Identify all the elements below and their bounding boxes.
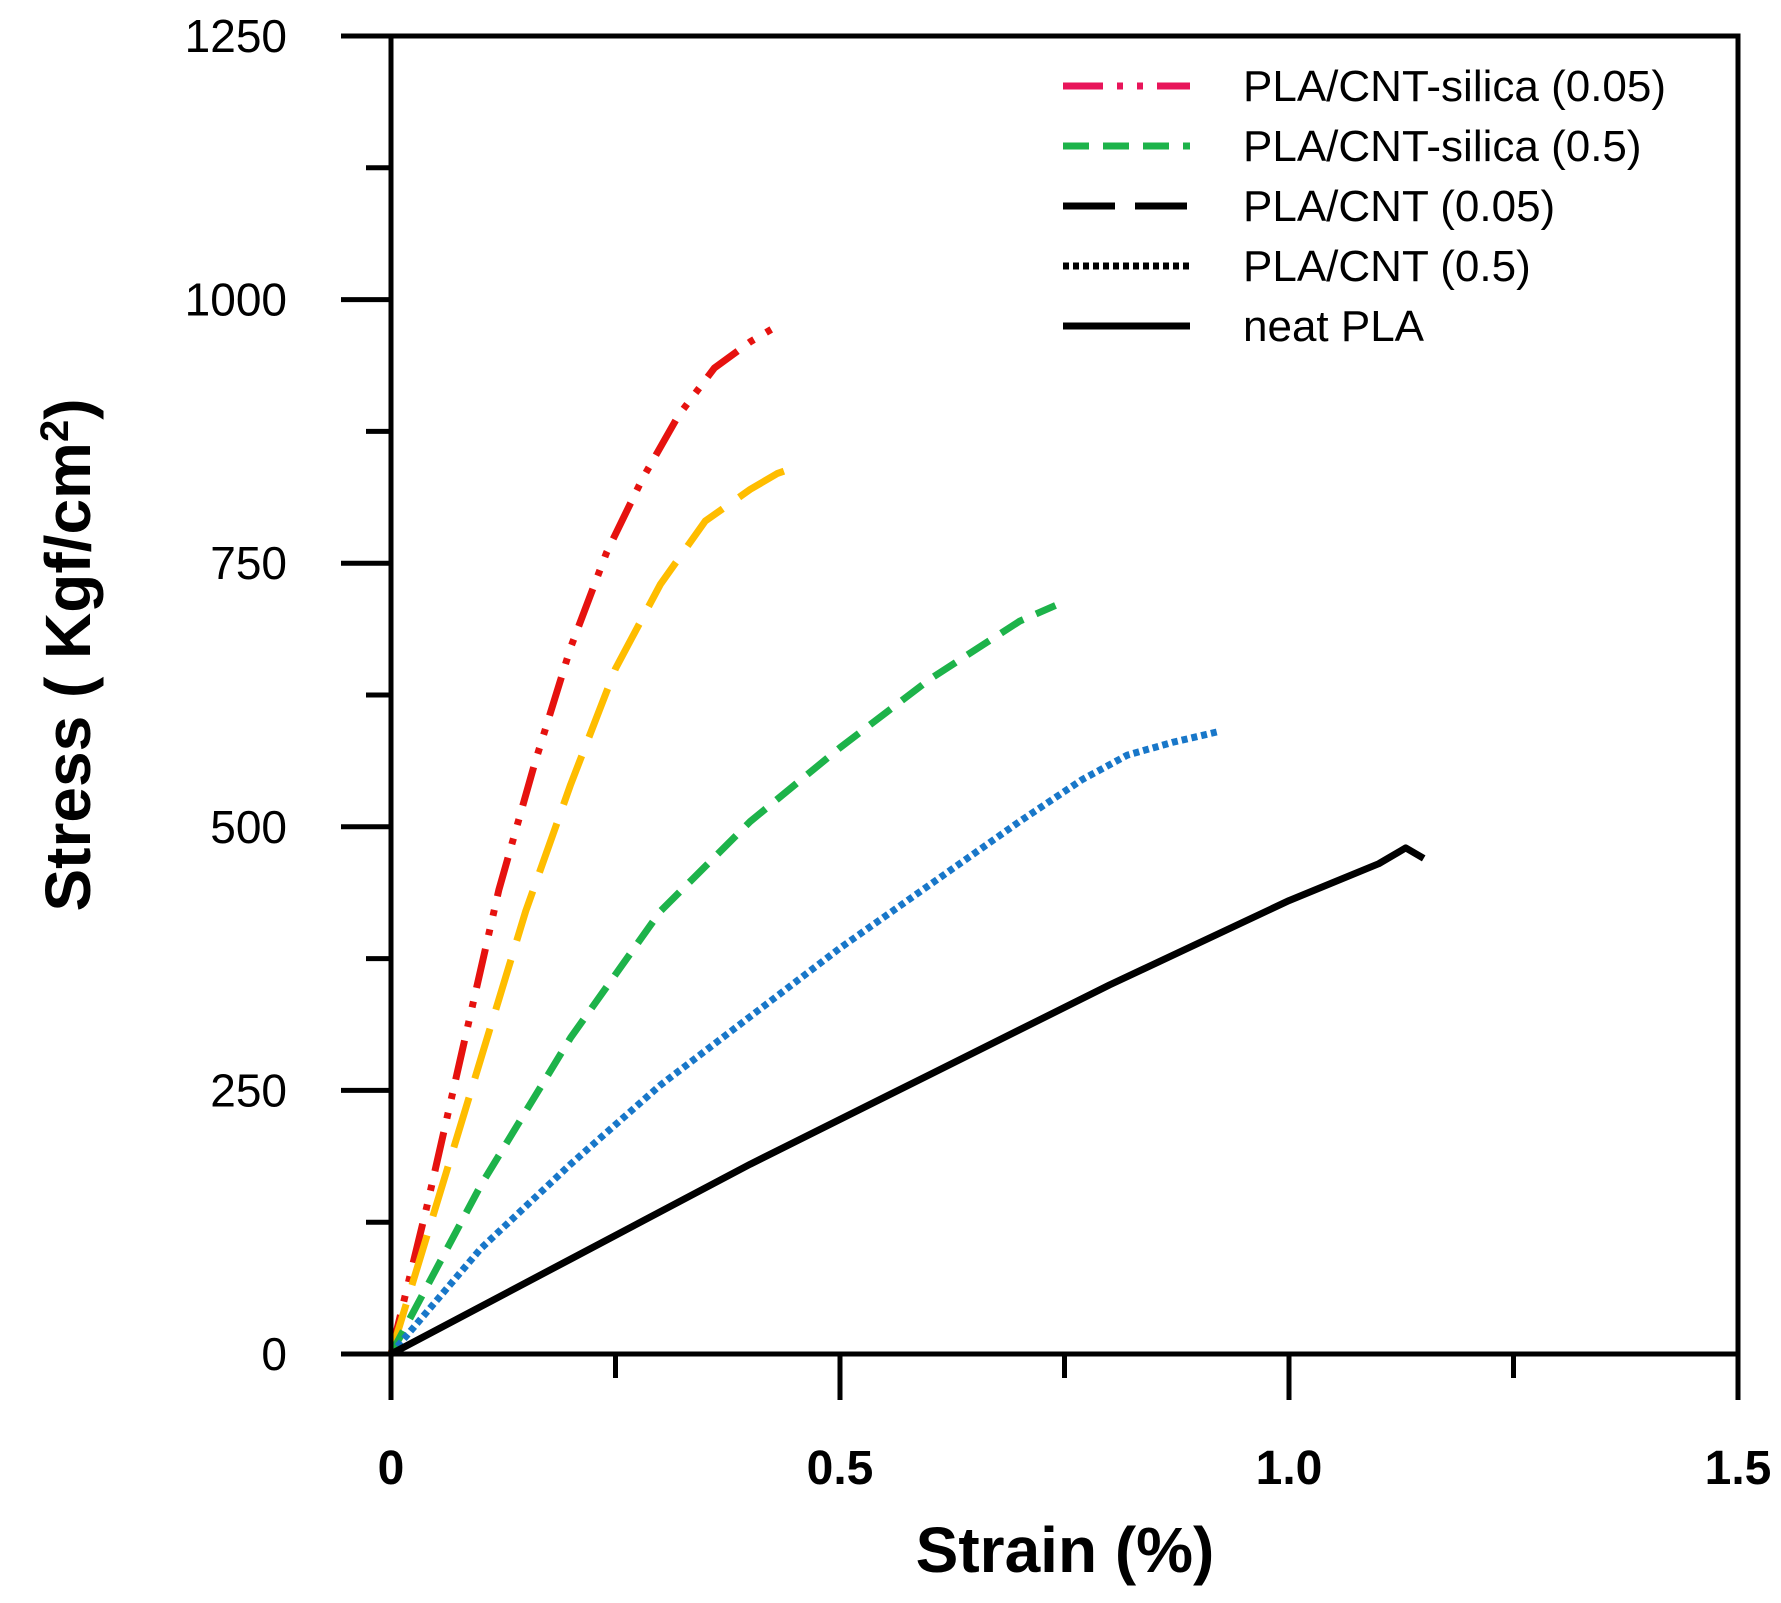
series-line-1 bbox=[387, 467, 788, 1356]
y-tick-label-250: 250 bbox=[210, 1064, 287, 1116]
legend-label-3: PLA/CNT (0.5) bbox=[1243, 242, 1531, 291]
legend-label-0: PLA/CNT-silica (0.05) bbox=[1243, 62, 1666, 111]
y-tick-label-1000: 1000 bbox=[185, 274, 287, 326]
series-line-0 bbox=[387, 322, 779, 1355]
plot-frame bbox=[388, 33, 1741, 1357]
series-layer bbox=[387, 322, 1426, 1358]
series-line-3 bbox=[388, 728, 1218, 1357]
y-axis-title-sup: 2 bbox=[33, 420, 77, 442]
legend-label-1: PLA/CNT-silica (0.5) bbox=[1243, 122, 1642, 171]
axes-layer: 0 250 500 750 1000 1250 0 0.5 1.0 1.5 bbox=[185, 10, 1772, 1495]
y-tick-label-500: 500 bbox=[210, 801, 287, 853]
y-tick-label-750: 750 bbox=[210, 537, 287, 589]
series-line-2 bbox=[387, 602, 1057, 1356]
x-tick-label-0-5: 0.5 bbox=[807, 1442, 874, 1495]
y-tick-label-0: 0 bbox=[261, 1328, 287, 1380]
legend-label-4: neat PLA bbox=[1243, 302, 1425, 351]
legend-label-2: PLA/CNT (0.05) bbox=[1243, 182, 1555, 231]
x-axis-title: Strain (%) bbox=[916, 1514, 1215, 1586]
x-tick-label-1-5: 1.5 bbox=[1705, 1442, 1772, 1495]
y-axis-title-close: ) bbox=[32, 398, 104, 419]
series-line-4 bbox=[389, 844, 1426, 1358]
y-tick-label-1250: 1250 bbox=[185, 10, 287, 62]
y-axis-title: Stress ( Kgf/cm2) bbox=[32, 398, 104, 911]
x-tick-label-0: 0 bbox=[378, 1442, 405, 1495]
y-axis-title-main: Stress ( Kgf/cm bbox=[32, 442, 104, 911]
legend: PLA/CNT-silica (0.05) PLA/CNT-silica (0.5… bbox=[1063, 62, 1666, 351]
x-tick-label-1: 1.0 bbox=[1256, 1442, 1323, 1495]
